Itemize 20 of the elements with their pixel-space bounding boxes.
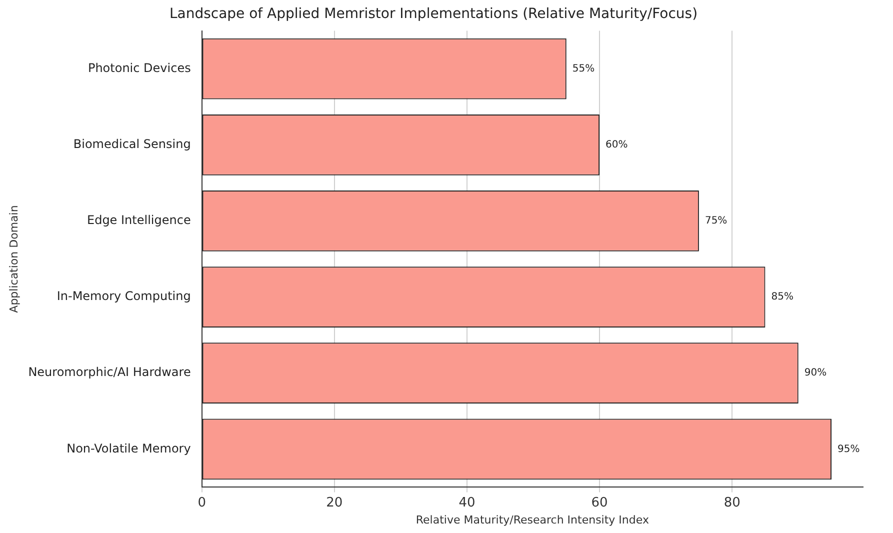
x-tick-label: 40: [458, 495, 476, 510]
data-label: 75%: [704, 216, 728, 227]
data-label: 95%: [838, 444, 860, 455]
data-label: 55%: [572, 63, 595, 74]
y-tick-label: Biomedical Sensing: [73, 137, 191, 152]
x-axis-title: Relative Maturity/Research Intensity Index: [416, 513, 650, 526]
data-label: 85%: [771, 292, 794, 303]
x-tick-label: 0: [198, 495, 206, 510]
y-tick-label: Photonic Devices: [88, 60, 191, 75]
y-tick-label: Edge Intelligence: [86, 213, 191, 228]
x-tick-label: 60: [591, 495, 608, 510]
y-tick-label: Non-Volatile Memory: [66, 441, 191, 456]
x-tick-label: 20: [326, 495, 343, 510]
data-label: 90%: [804, 368, 827, 379]
y-axis-title: Application Domain: [7, 205, 20, 313]
chart-title: Landscape of Applied Memristor Implementations (Relative Maturity/Focus): [169, 6, 698, 22]
x-tick-label: 80: [724, 495, 740, 510]
y-tick-label: In-Memory Computing: [56, 289, 191, 304]
y-tick-label: Neuromorphic/AI Hardware: [28, 365, 191, 380]
data-label: 60%: [606, 139, 628, 150]
